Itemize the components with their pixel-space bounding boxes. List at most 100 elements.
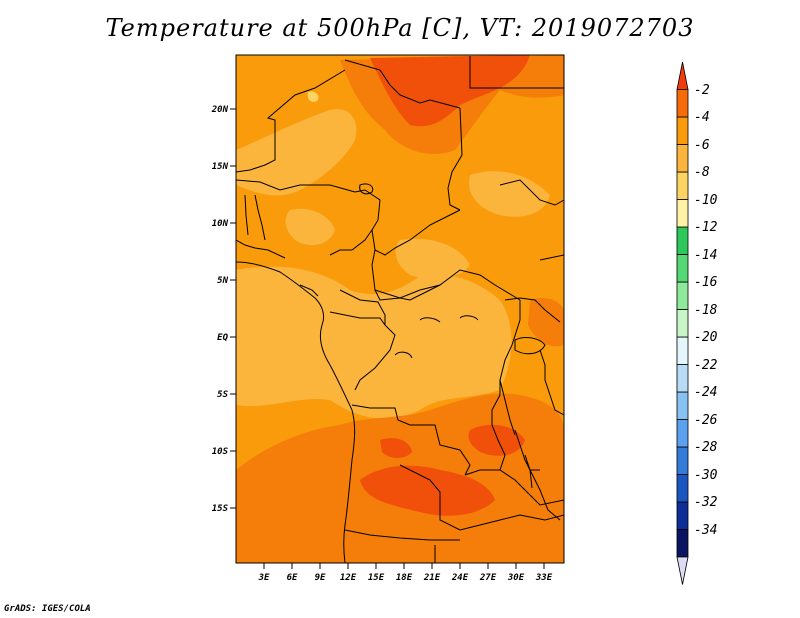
colorbar-bottom-arrow	[676, 556, 689, 585]
field-mild-east	[469, 171, 550, 217]
field-mild-north2	[285, 208, 335, 246]
border-west-b	[236, 179, 356, 193]
lon-label-15e: 15E	[368, 573, 385, 583]
colorbar-swatch	[676, 419, 689, 448]
colorbar-swatch	[676, 309, 689, 338]
colorbar-swatch	[676, 501, 689, 530]
border-north-b	[447, 107, 463, 211]
colorbar-swatch	[676, 116, 689, 145]
colorbar-label: -4	[694, 110, 710, 125]
colorbar-swatch	[676, 446, 689, 475]
colorbar-swatch	[676, 254, 689, 283]
lon-label-21e: 21E	[423, 573, 441, 583]
field-mild-east2	[395, 238, 470, 279]
lon-label-3e: 3E	[258, 573, 270, 583]
colorbar-swatch	[676, 199, 689, 228]
lon-axis: 3E 6E 9E 12E 15E 18E 21E 24E 27E 30E 33E	[258, 563, 553, 583]
border-nigeria-cam	[329, 229, 373, 256]
field-warm-west	[236, 498, 280, 532]
border-zambia-east	[464, 469, 564, 506]
colorbar-label: -32	[694, 495, 718, 510]
temperature-field	[236, 55, 564, 563]
border-angola-zambia	[399, 464, 481, 531]
lat-label-5n: 5N	[217, 276, 228, 286]
colorbar-label: -22	[694, 358, 718, 373]
border-tanz	[539, 349, 564, 416]
colorbar-label: -20	[694, 330, 718, 345]
border-lake-victoria	[514, 337, 546, 355]
field-warmest-south2	[468, 424, 525, 456]
border-misc2	[459, 315, 479, 321]
colorbar-label: -6	[694, 138, 710, 153]
colorbar-label: -16	[694, 275, 718, 290]
colorbar-label: -30	[694, 468, 718, 483]
border-congo	[329, 311, 396, 391]
lat-label-10s: 10S	[212, 447, 229, 457]
colorbar-swatch	[676, 144, 689, 173]
lat-label-5s: 5S	[217, 390, 228, 400]
lat-label-eq: EQ	[217, 333, 228, 343]
border-car-north	[371, 249, 521, 301]
border-malawi	[514, 429, 540, 471]
colorbar-swatch	[676, 474, 689, 503]
border-car-south	[374, 284, 441, 301]
lat-axis: 20N 15N 10N 5N EQ 5S 10S 15S	[211, 105, 236, 514]
map-frame	[235, 54, 565, 564]
lon-label-27e: 27E	[479, 573, 497, 583]
lon-label-9e: 9E	[315, 573, 326, 583]
lon-label-33e: 33E	[535, 573, 553, 583]
lat-label-15n: 15N	[212, 162, 229, 172]
colorbar-swatch	[676, 89, 689, 118]
colorbar-swatch	[676, 529, 689, 558]
colorbar-label: -34	[694, 523, 717, 538]
lon-label-30e: 30E	[507, 573, 525, 583]
colorbar-label: -24	[694, 385, 717, 400]
border-kenya	[539, 254, 564, 261]
border-west-a	[236, 69, 346, 173]
colorbar-label: -28	[694, 440, 718, 455]
border-drc-east	[491, 300, 521, 471]
colorbar-label: -26	[694, 413, 718, 428]
field-warmest-south3	[380, 438, 412, 458]
colorbar-label: -2	[694, 83, 710, 98]
colorbar-swatch	[676, 391, 689, 420]
colorbar-swatch	[676, 171, 689, 200]
field-cool-spot	[307, 91, 319, 102]
border-misc3	[394, 351, 413, 359]
colorbar-label: -8	[694, 165, 710, 180]
footer-credit: GrADS: IGES/COLA	[4, 604, 91, 614]
border-zim	[479, 514, 564, 526]
border-lake-tang	[499, 379, 516, 436]
lat-label-15s: 15S	[212, 504, 229, 514]
border-gulf	[299, 284, 319, 297]
colorbar-label: -14	[694, 248, 717, 263]
border-north-a	[344, 59, 461, 109]
colorbar-swatch	[676, 226, 689, 255]
border-cam-gabon	[339, 289, 386, 325]
field-warm-east	[528, 298, 564, 347]
lon-label-18e: 18E	[396, 573, 413, 583]
colorbar-swatch	[676, 336, 689, 365]
border-north-c	[469, 56, 564, 89]
colorbar-label: -10	[694, 193, 718, 208]
chart-title: Temperature at 500hPa [C], VT: 201907270…	[105, 14, 695, 42]
lon-label-12e: 12E	[340, 573, 357, 583]
colorbar-swatch	[676, 281, 689, 310]
border-moz	[529, 469, 561, 521]
colorbar: -2 -4 -6 -8 -10 -12 -14 -16 -18 -20 -22 …	[676, 61, 718, 585]
border-lake-chad	[359, 183, 374, 195]
lat-label-10n: 10N	[212, 219, 229, 229]
lon-label-24e: 24E	[451, 573, 469, 583]
border-lake-mal	[524, 454, 533, 489]
colorbar-swatch	[676, 364, 689, 393]
border-uganda	[504, 297, 561, 323]
colorbar-label: -18	[694, 303, 718, 318]
border-east-a	[499, 179, 564, 206]
border-angola-south	[344, 529, 460, 541]
lat-label-20n: 20N	[211, 105, 229, 115]
border-nigeria-west	[236, 239, 286, 259]
field-warmest-north	[370, 55, 530, 127]
field-mild-north1	[236, 109, 357, 196]
border-togo	[244, 194, 249, 236]
